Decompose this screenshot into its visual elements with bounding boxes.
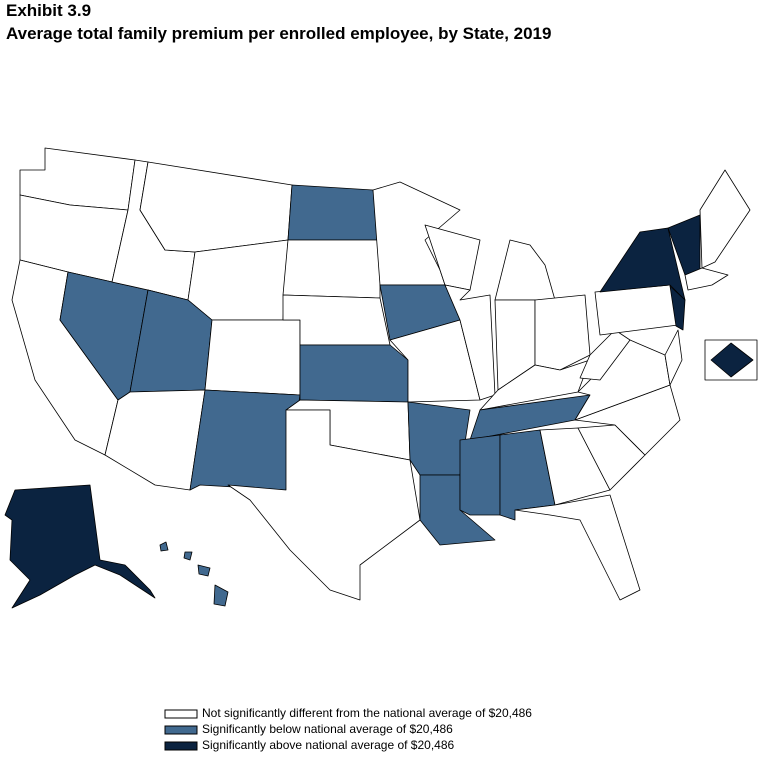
dc [710, 342, 754, 378]
state [282, 239, 381, 299]
legend-swatch [164, 741, 198, 751]
state [139, 161, 293, 253]
state [594, 284, 679, 336]
legend-label: Not significantly different from the nat… [202, 706, 532, 720]
state [579, 329, 631, 381]
state [444, 284, 496, 401]
state [534, 294, 591, 371]
state [664, 329, 683, 386]
state [684, 267, 729, 291]
state [159, 541, 169, 552]
state [213, 584, 229, 607]
legend-swatch [164, 725, 198, 735]
legend: Not significantly different from the nat… [164, 706, 532, 752]
exhibit-label: Exhibit 3.9 [6, 1, 91, 20]
state [287, 184, 381, 241]
legend-swatch [164, 709, 198, 719]
state [189, 389, 301, 491]
state [299, 344, 409, 403]
legend-label: Significantly above national average of … [202, 738, 455, 752]
state [494, 239, 556, 301]
us-map [4, 147, 758, 609]
state [514, 494, 641, 601]
state [227, 409, 421, 601]
map-title: Average total family premium per enrolle… [6, 24, 551, 43]
state [183, 551, 193, 561]
state [699, 169, 751, 269]
state [197, 564, 211, 577]
state [599, 227, 686, 301]
state [204, 319, 301, 396]
legend-label: Significantly below national average of … [202, 722, 453, 736]
state [669, 285, 686, 331]
state [459, 434, 501, 516]
state [104, 389, 206, 491]
state [187, 239, 289, 321]
state [4, 484, 156, 609]
